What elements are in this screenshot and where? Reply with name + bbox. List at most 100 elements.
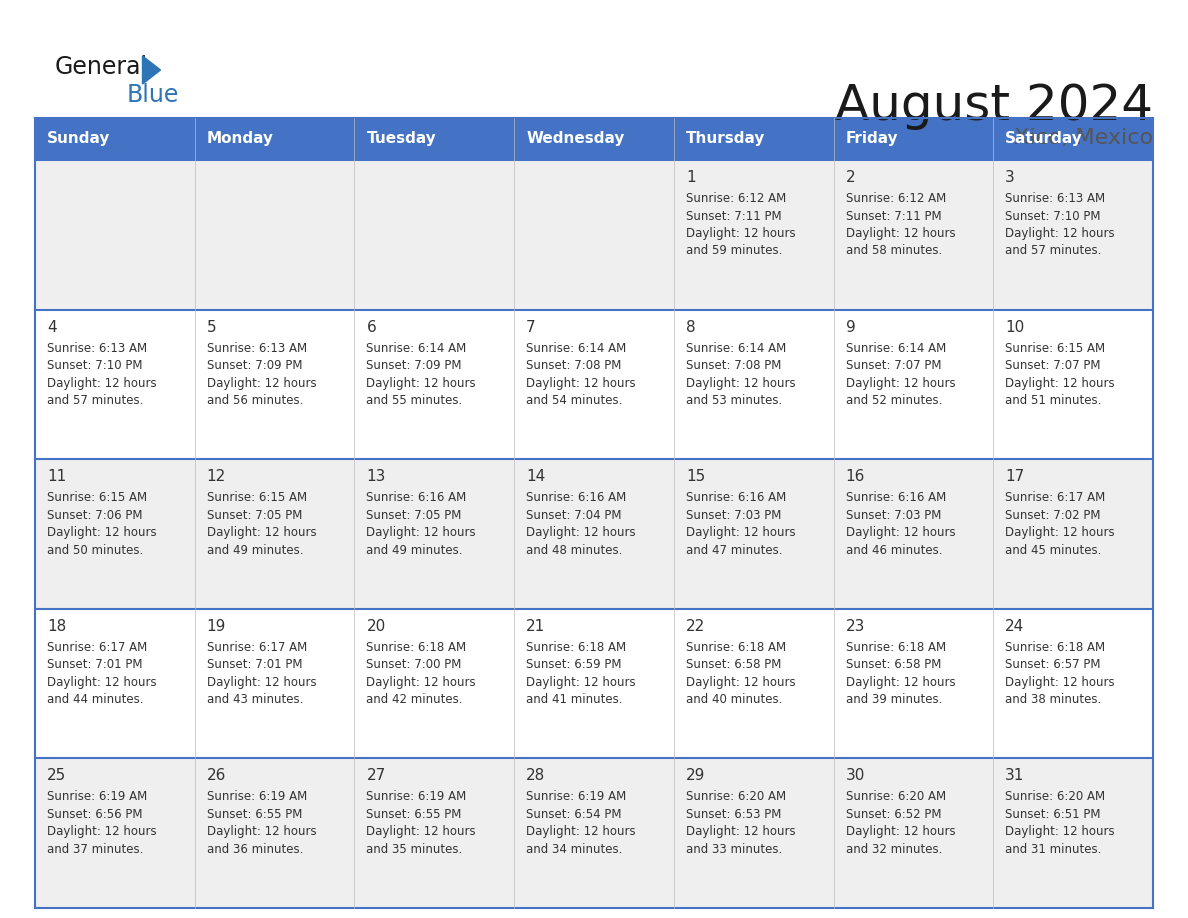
Text: Sunset: 6:58 PM: Sunset: 6:58 PM [685,658,782,671]
Text: and 56 minutes.: and 56 minutes. [207,394,303,407]
Bar [34,758,195,908]
Text: and 50 minutes.: and 50 minutes. [48,543,144,556]
Text: Daylight: 12 hours: Daylight: 12 hours [526,676,636,688]
Text: Daylight: 12 hours: Daylight: 12 hours [366,376,476,389]
Text: Sunset: 7:09 PM: Sunset: 7:09 PM [207,359,302,372]
Text: Daylight: 12 hours: Daylight: 12 hours [1005,526,1114,539]
Text: and 53 minutes.: and 53 minutes. [685,394,782,407]
Text: Daylight: 12 hours: Daylight: 12 hours [526,376,636,389]
Text: Daylight: 12 hours: Daylight: 12 hours [207,825,316,838]
Text: and 43 minutes.: and 43 minutes. [207,693,303,706]
Text: and 57 minutes.: and 57 minutes. [48,394,144,407]
Text: Sunrise: 6:12 AM: Sunrise: 6:12 AM [685,192,786,205]
Text: Sunset: 7:00 PM: Sunset: 7:00 PM [366,658,462,671]
Text: Sunset: 7:03 PM: Sunset: 7:03 PM [685,509,782,521]
Text: and 51 minutes.: and 51 minutes. [1005,394,1101,407]
Text: Sunrise: 6:18 AM: Sunrise: 6:18 AM [1005,641,1105,654]
Text: 31: 31 [1005,768,1025,783]
Bar [834,160,993,309]
Text: Sunrise: 6:19 AM: Sunrise: 6:19 AM [526,790,626,803]
Text: 27: 27 [366,768,386,783]
Text: Daylight: 12 hours: Daylight: 12 hours [366,676,476,688]
Text: Sunrise: 6:17 AM: Sunrise: 6:17 AM [48,641,147,654]
Text: and 34 minutes.: and 34 minutes. [526,843,623,856]
Bar [34,309,195,459]
Text: Daylight: 12 hours: Daylight: 12 hours [48,825,157,838]
Text: Daylight: 12 hours: Daylight: 12 hours [48,676,157,688]
Text: Sunset: 7:01 PM: Sunset: 7:01 PM [48,658,143,671]
Text: Sunrise: 6:20 AM: Sunrise: 6:20 AM [685,790,786,803]
Text: Daylight: 12 hours: Daylight: 12 hours [1005,825,1114,838]
Text: Sunset: 7:05 PM: Sunset: 7:05 PM [207,509,302,521]
Text: Sunrise: 6:14 AM: Sunrise: 6:14 AM [846,341,946,354]
Text: Daylight: 12 hours: Daylight: 12 hours [846,227,955,240]
Text: and 55 minutes.: and 55 minutes. [366,394,462,407]
Bar [993,309,1154,459]
Bar [354,758,514,908]
Text: 24: 24 [1005,619,1024,633]
Text: Sunset: 7:11 PM: Sunset: 7:11 PM [685,209,782,222]
Text: 10: 10 [1005,319,1024,334]
Text: and 32 minutes.: and 32 minutes. [846,843,942,856]
Bar [514,309,674,459]
Text: 12: 12 [207,469,226,484]
Text: Sunset: 7:01 PM: Sunset: 7:01 PM [207,658,302,671]
Text: Daylight: 12 hours: Daylight: 12 hours [207,676,316,688]
Text: 13: 13 [366,469,386,484]
Text: Sunrise: 6:20 AM: Sunrise: 6:20 AM [1005,790,1105,803]
Text: Sunrise: 6:16 AM: Sunrise: 6:16 AM [366,491,467,504]
Text: Sunset: 6:58 PM: Sunset: 6:58 PM [846,658,941,671]
Text: 14: 14 [526,469,545,484]
Bar [195,309,354,459]
Bar [195,160,354,309]
Text: Sunset: 7:07 PM: Sunset: 7:07 PM [846,359,941,372]
Text: Sunset: 6:52 PM: Sunset: 6:52 PM [846,808,941,821]
Text: Sunset: 7:04 PM: Sunset: 7:04 PM [526,509,621,521]
Text: Sunset: 6:53 PM: Sunset: 6:53 PM [685,808,782,821]
Text: Sunrise: 6:13 AM: Sunrise: 6:13 AM [1005,192,1105,205]
Text: 19: 19 [207,619,226,633]
Text: and 54 minutes.: and 54 minutes. [526,394,623,407]
Bar [34,609,195,758]
Text: 30: 30 [846,768,865,783]
Text: Sunrise: 6:15 AM: Sunrise: 6:15 AM [207,491,307,504]
Bar [674,309,834,459]
Polygon shape [143,56,160,84]
Text: Daylight: 12 hours: Daylight: 12 hours [1005,227,1114,240]
Text: 21: 21 [526,619,545,633]
Text: Sunrise: 6:16 AM: Sunrise: 6:16 AM [685,491,786,504]
Text: and 45 minutes.: and 45 minutes. [1005,543,1101,556]
Text: 2: 2 [846,170,855,185]
Bar [354,160,514,309]
Text: Sunrise: 6:16 AM: Sunrise: 6:16 AM [526,491,626,504]
Text: Sunrise: 6:17 AM: Sunrise: 6:17 AM [207,641,307,654]
Text: Sunset: 6:54 PM: Sunset: 6:54 PM [526,808,621,821]
Bar [195,609,354,758]
Text: 29: 29 [685,768,706,783]
Text: and 52 minutes.: and 52 minutes. [846,394,942,407]
Text: Sunrise: 6:15 AM: Sunrise: 6:15 AM [1005,341,1105,354]
Text: Daylight: 12 hours: Daylight: 12 hours [846,676,955,688]
Text: 5: 5 [207,319,216,334]
Text: Sunrise: 6:14 AM: Sunrise: 6:14 AM [526,341,626,354]
Text: Daylight: 12 hours: Daylight: 12 hours [846,526,955,539]
Text: 7: 7 [526,319,536,334]
Bar [674,758,834,908]
Text: Sunset: 7:05 PM: Sunset: 7:05 PM [366,509,462,521]
Text: 9: 9 [846,319,855,334]
Text: and 35 minutes.: and 35 minutes. [366,843,462,856]
Text: Friday: Friday [846,131,898,147]
Text: 3: 3 [1005,170,1015,185]
Text: and 47 minutes.: and 47 minutes. [685,543,783,556]
Bar [674,609,834,758]
Bar [834,459,993,609]
Bar [674,459,834,609]
Text: and 44 minutes.: and 44 minutes. [48,693,144,706]
Text: 15: 15 [685,469,706,484]
Text: Sunrise: 6:14 AM: Sunrise: 6:14 AM [685,341,786,354]
Text: and 41 minutes.: and 41 minutes. [526,693,623,706]
Text: Sunset: 6:56 PM: Sunset: 6:56 PM [48,808,143,821]
Text: and 38 minutes.: and 38 minutes. [1005,693,1101,706]
Bar [834,309,993,459]
Text: and 42 minutes.: and 42 minutes. [366,693,463,706]
